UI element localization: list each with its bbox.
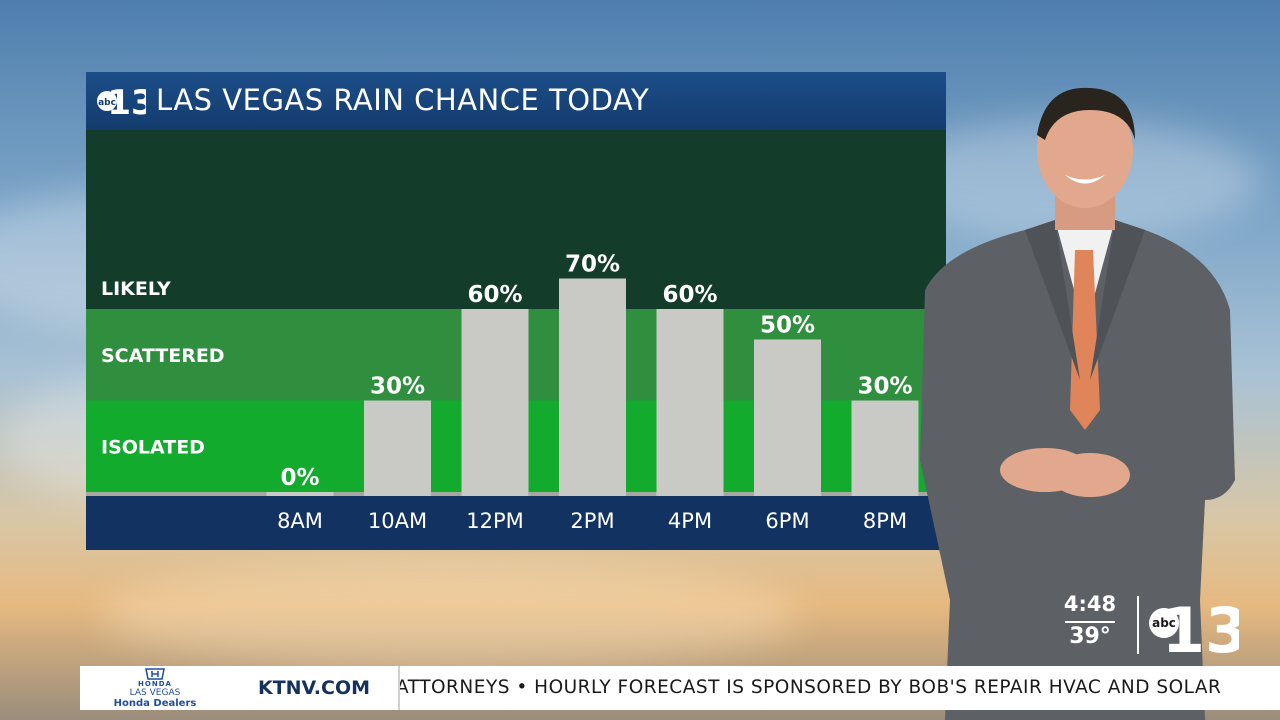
value-label: 60% bbox=[662, 282, 717, 308]
meteorologist-figure bbox=[920, 87, 1235, 720]
ticker-separator bbox=[398, 666, 400, 710]
cloud-shape bbox=[100, 560, 800, 670]
time-temperature-bug: 4:48 39° abc 13 bbox=[1055, 590, 1240, 660]
station-logo-icon: abc 13 bbox=[97, 83, 146, 120]
category-label: 2PM bbox=[570, 509, 614, 533]
bar-2pm bbox=[559, 278, 626, 496]
band-likely bbox=[86, 130, 946, 309]
value-label: 0% bbox=[280, 465, 319, 491]
sponsor-name: Honda Dealers bbox=[113, 698, 197, 709]
category-label: 8AM bbox=[277, 509, 323, 533]
sponsor-brand: HONDA bbox=[138, 680, 172, 688]
title-bar: abc 13 LAS VEGAS RAIN CHANCE TODAY bbox=[86, 72, 946, 132]
corner-logo-number: 13 bbox=[1162, 594, 1239, 660]
band-label-scattered: SCATTERED bbox=[101, 345, 225, 367]
clock-divider-line bbox=[1065, 621, 1115, 623]
rain-chance-graphic: abc 13 LAS VEGAS RAIN CHANCE TODAY ISOLA… bbox=[86, 72, 946, 550]
value-label: 30% bbox=[857, 374, 912, 400]
honda-emblem-icon bbox=[145, 668, 165, 680]
station-website: KTNV.COM bbox=[257, 677, 371, 699]
bar-10am bbox=[364, 400, 431, 496]
category-label: 12PM bbox=[466, 509, 524, 533]
chart-title: LAS VEGAS RAIN CHANCE TODAY bbox=[156, 83, 650, 117]
category-label: 10AM bbox=[368, 509, 427, 533]
station-corner-logo-icon: abc 13 bbox=[1149, 594, 1239, 660]
bar-6pm bbox=[754, 339, 821, 496]
value-label: 60% bbox=[467, 282, 522, 308]
band-label-likely: LIKELY bbox=[101, 278, 171, 300]
x-axis-strip bbox=[86, 496, 946, 550]
value-label: 70% bbox=[565, 252, 620, 278]
sponsor-logo: HONDA LAS VEGAS Honda Dealers bbox=[80, 666, 230, 710]
bar-4pm bbox=[656, 309, 724, 496]
logo-prefix: abc bbox=[98, 98, 116, 108]
bar-8pm bbox=[851, 400, 919, 496]
logo-number: 13 bbox=[107, 83, 146, 120]
category-label: 4PM bbox=[668, 509, 712, 533]
ticker-crawl-text: ATTORNEYS • HOURLY FORECAST IS SPONSORED… bbox=[400, 677, 1222, 698]
bar-stub bbox=[266, 492, 334, 496]
rain-chance-chart: ISOLATED SCATTERED LIKELY 0% 8AM 30% 10AM 60% 12… bbox=[86, 130, 946, 550]
clock-time: 4:48 bbox=[1063, 592, 1117, 616]
bug-divider bbox=[1137, 596, 1139, 654]
value-label: 50% bbox=[760, 313, 815, 339]
corner-logo-prefix: abc bbox=[1152, 616, 1176, 630]
bar-12pm bbox=[461, 309, 529, 496]
sponsor-city: LAS VEGAS bbox=[129, 688, 181, 698]
value-label: 30% bbox=[370, 374, 425, 400]
ticker-crawl: ATTORNEYS • HOURLY FORECAST IS SPONSORED… bbox=[400, 666, 1280, 710]
band-label-isolated: ISOLATED bbox=[101, 436, 205, 458]
category-label: 6PM bbox=[765, 509, 809, 533]
news-ticker: HONDA LAS VEGAS Honda Dealers KTNV.COM A… bbox=[80, 666, 1280, 710]
category-label: 8PM bbox=[863, 509, 907, 533]
current-temperature: 39° bbox=[1069, 624, 1111, 649]
